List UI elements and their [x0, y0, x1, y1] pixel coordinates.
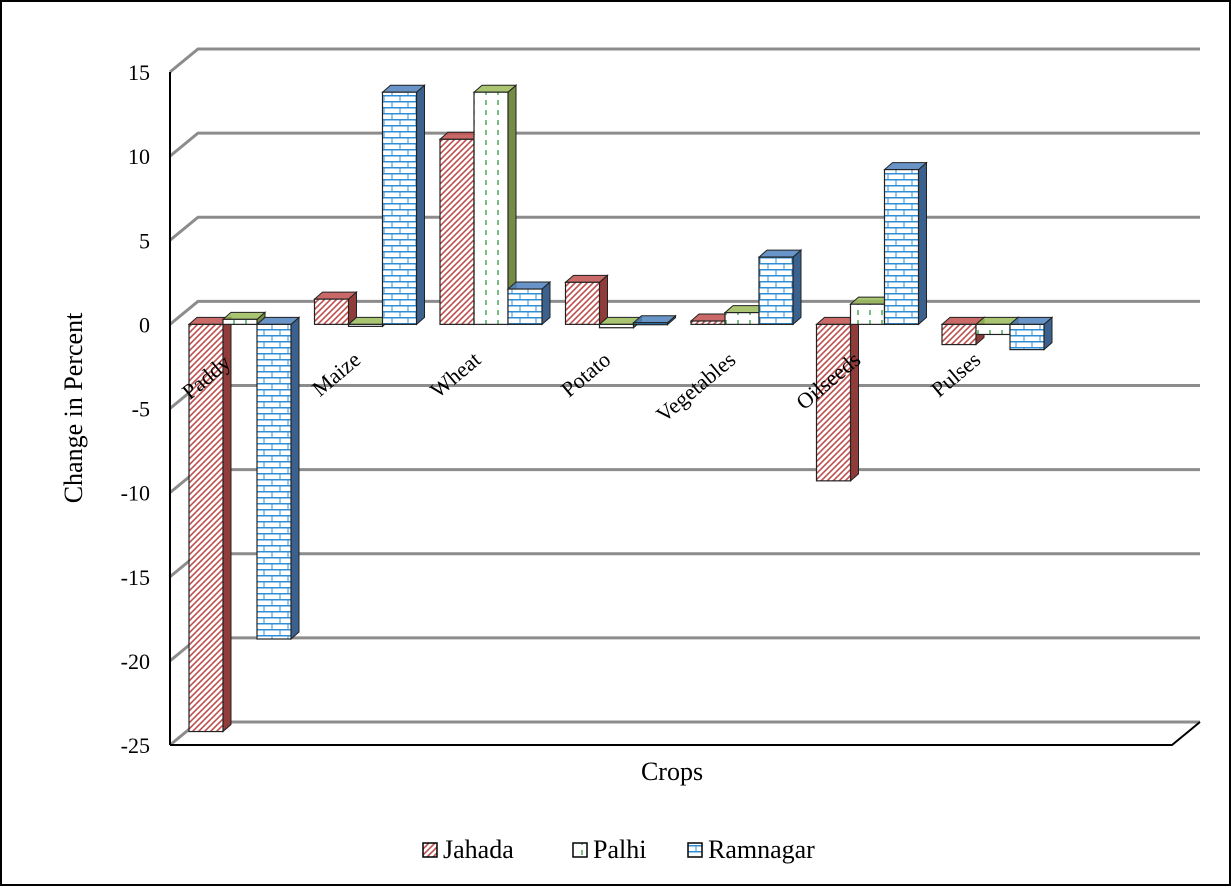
gridline — [169, 47, 1200, 74]
legend-item-jahada: Jahada — [422, 835, 514, 864]
bar-ramnagar-maize — [381, 84, 426, 326]
bar-jahada-wheat — [438, 131, 484, 326]
bar-jahada-potato — [564, 274, 609, 326]
legend-swatch — [572, 842, 588, 858]
legend-swatch — [687, 842, 703, 858]
legend-item-palhi: Palhi — [572, 835, 646, 864]
bar-jahada-paddy — [187, 316, 233, 733]
bar-jahada-oilseeds — [815, 316, 860, 482]
y-axis-title: Change in Percent — [59, 312, 88, 503]
bar-jahada-maize — [313, 291, 358, 326]
gridline — [169, 215, 1200, 242]
y-tick-label: 15 — [128, 60, 150, 85]
y-tick-label: -25 — [121, 733, 150, 758]
bar-ramnagar-paddy — [255, 316, 301, 641]
y-tick-label: 5 — [139, 228, 150, 253]
legend-label: Jahada — [443, 835, 514, 864]
y-tick-label: -15 — [121, 565, 150, 590]
bar-ramnagar-potato — [632, 314, 677, 326]
floor-edge — [170, 721, 1201, 746]
bar-ramnagar-wheat — [506, 280, 552, 326]
y-tick-label: 10 — [128, 144, 150, 169]
legend-label: Palhi — [593, 835, 646, 864]
y-tick-label: -10 — [121, 481, 150, 506]
y-tick-label: -5 — [132, 397, 150, 422]
gridline — [169, 131, 1200, 158]
bars — [187, 84, 1054, 733]
bar-ramnagar-oilseeds — [883, 161, 928, 326]
bar-palhi-paddy — [221, 311, 267, 326]
legend-item-ramnagar: Ramnagar — [687, 835, 815, 864]
bar-ramnagar-vegetables — [757, 248, 803, 326]
x-axis-title: Crops — [641, 757, 703, 786]
legend-label: Ramnagar — [708, 835, 815, 864]
y-axis: 15 10 5 0 -5 -10 -15 -20 -25 — [121, 60, 1201, 758]
legend: Jahada Palhi Ramnagar — [422, 835, 815, 864]
bar-ramnagar-pulses — [1008, 316, 1054, 351]
y-tick-label: 0 — [139, 312, 150, 337]
y-tick-label: -20 — [121, 649, 150, 674]
bar-palhi-wheat — [472, 84, 518, 326]
legend-swatch — [422, 842, 438, 858]
